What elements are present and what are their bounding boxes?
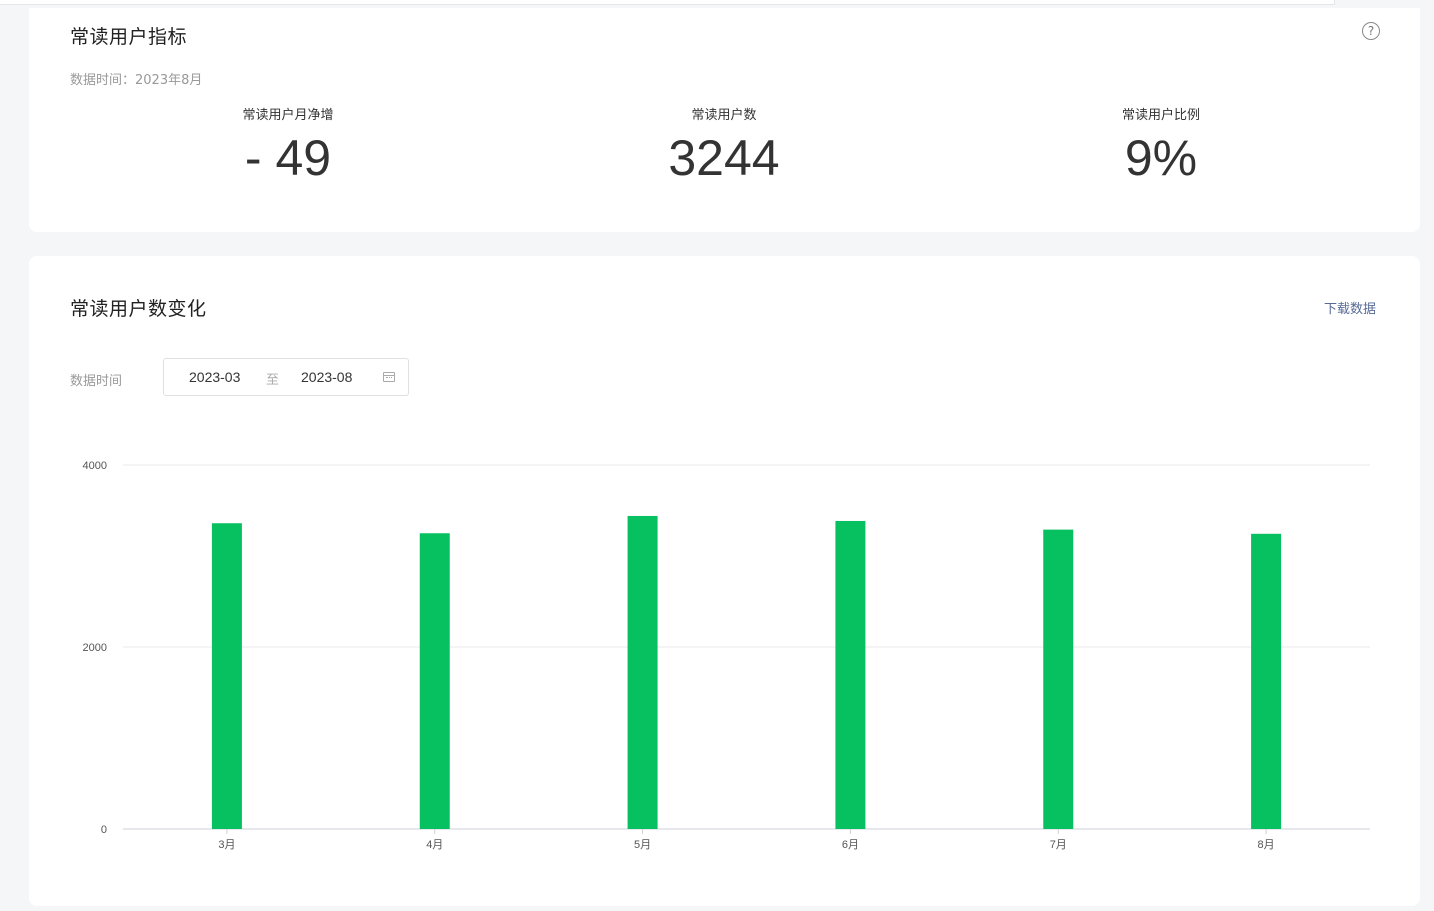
bar-4[interactable] [835, 520, 866, 829]
x-tick-label: 6月 [842, 839, 859, 851]
y-tick-label: 4000 [83, 460, 107, 472]
calendar-icon[interactable] [383, 372, 395, 382]
trend-title: 常读用户数变化 [70, 298, 207, 320]
bar-chart: 0 2000 4000 3月 4月 5月 6月 7月 8月 [83, 460, 1370, 851]
metric-value: 9% [1124, 130, 1198, 186]
metric-net-increase: 常读用户月净增 - 49 [138, 107, 438, 186]
x-tick-label: 3月 [218, 839, 235, 851]
metric-value: 3244 [668, 130, 780, 186]
date-range-picker[interactable]: 2023-03 至 2023-08 [163, 358, 409, 396]
metric-label: 常读用户比例 [1121, 108, 1200, 123]
x-tick-label: 7月 [1050, 839, 1067, 851]
metric-user-ratio: 常读用户比例 9% [1011, 107, 1311, 186]
y-tick-label: 2000 [83, 642, 107, 654]
y-tick-label: 0 [101, 824, 107, 836]
x-tick-label: 8月 [1258, 839, 1275, 851]
date-filter-label: 数据时间 [70, 374, 123, 389]
metric-label: 常读用户月净增 [242, 108, 334, 123]
date-end-input[interactable]: 2023-08 [301, 369, 353, 385]
bar-3[interactable] [627, 515, 658, 829]
date-start-input[interactable]: 2023-03 [189, 369, 241, 385]
bar-2[interactable] [419, 533, 450, 829]
metric-value: - 49 [244, 130, 332, 186]
trend-card: 常读用户数变化 下载数据 数据时间 2023-03 至 2023-08 0 200… [29, 256, 1420, 906]
date-separator: 至 [266, 373, 280, 388]
indicators-data-time: 数据时间：2023年8月 [70, 73, 203, 88]
bar-1[interactable] [211, 523, 242, 829]
top-strip [0, 0, 1434, 9]
question-circle-icon[interactable]: ? [1362, 22, 1380, 40]
metric-label: 常读用户数 [691, 108, 757, 123]
bar-6[interactable] [1251, 533, 1282, 829]
metric-user-count: 常读用户数 3244 [574, 107, 874, 186]
indicators-title: 常读用户指标 [70, 26, 188, 48]
x-tick-label: 4月 [426, 839, 443, 851]
bar-5[interactable] [1043, 529, 1074, 829]
x-tick-label: 5月 [634, 839, 651, 851]
download-data-link[interactable]: 下载数据 [1324, 302, 1377, 317]
indicators-card: 常读用户指标 ? 数据时间：2023年8月 常读用户月净增 - 49 常读用户数… [29, 8, 1420, 232]
top-strip-inner [0, 0, 1335, 5]
